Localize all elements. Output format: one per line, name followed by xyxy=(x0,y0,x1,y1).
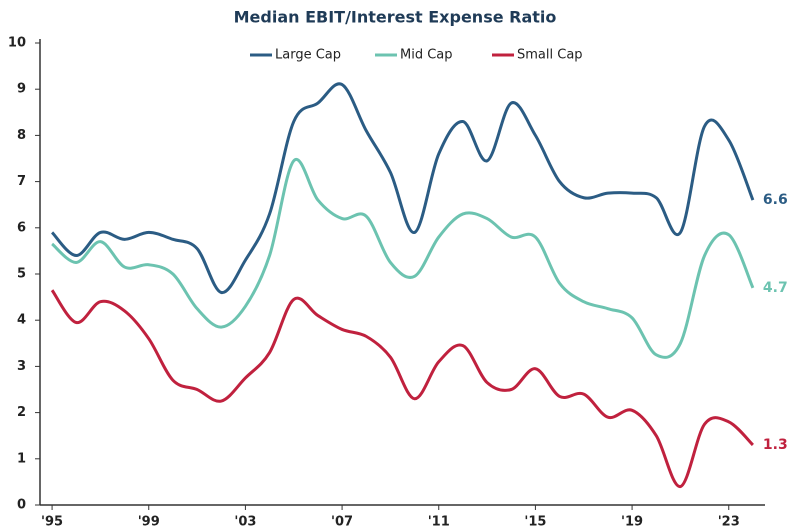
y-tick-label: 4 xyxy=(17,313,26,328)
legend-label: Mid Cap xyxy=(400,48,453,63)
x-tick-label: '15 xyxy=(524,515,546,530)
chart-title: Median EBIT/Interest Expense Ratio xyxy=(234,8,557,27)
y-tick-label: 3 xyxy=(17,359,26,374)
x-tick-label: '23 xyxy=(718,515,740,530)
x-tick-label: '07 xyxy=(331,515,353,530)
x-tick-label: '95 xyxy=(41,515,63,530)
x-tick-label: '11 xyxy=(428,515,450,530)
x-tick-label: '99 xyxy=(138,515,160,530)
end-label: 1.3 xyxy=(763,437,788,453)
y-tick-label: 7 xyxy=(17,174,26,189)
series-line xyxy=(50,82,755,294)
y-tick-label: 6 xyxy=(17,220,26,235)
y-tick-label: 0 xyxy=(17,498,26,513)
y-tick-label: 8 xyxy=(17,128,26,143)
x-tick-label: '03 xyxy=(234,515,256,530)
y-tick-label: 2 xyxy=(17,405,26,420)
end-label: 4.7 xyxy=(763,280,788,296)
legend-label: Large Cap xyxy=(275,48,341,63)
series-line xyxy=(50,289,754,488)
legend-label: Small Cap xyxy=(517,48,583,63)
y-tick-label: 9 xyxy=(17,82,26,97)
y-tick-label: 5 xyxy=(17,267,26,282)
series-line xyxy=(51,157,755,359)
y-tick-label: 10 xyxy=(8,36,26,51)
x-tick-label: '19 xyxy=(621,515,643,530)
y-tick-label: 1 xyxy=(17,451,26,466)
end-label: 6.6 xyxy=(763,192,788,208)
